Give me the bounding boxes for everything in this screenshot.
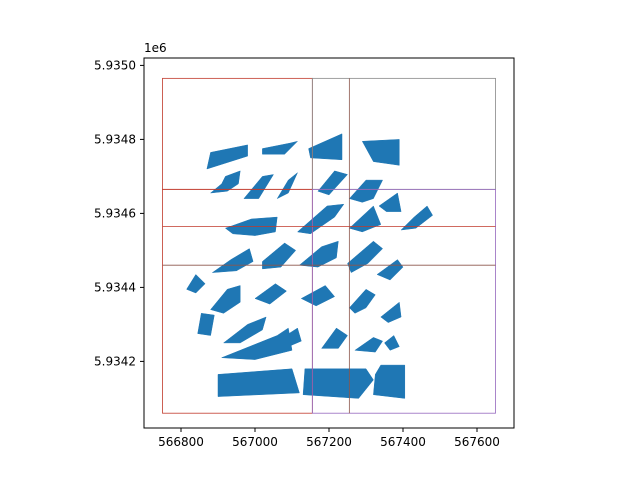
building-22	[254, 283, 287, 305]
building-8	[317, 170, 348, 196]
building-5	[209, 170, 241, 194]
y-tick-label: 5.9344	[94, 280, 136, 294]
building-21	[210, 285, 241, 314]
building-1	[206, 144, 248, 170]
building-29	[221, 327, 293, 360]
building-26	[197, 313, 215, 336]
y-offset-label: 1e6	[144, 41, 167, 55]
building-31	[354, 337, 383, 353]
building-27	[222, 316, 267, 344]
x-axis: 566800 567000 567200 567400 567600	[158, 428, 500, 449]
building-7	[276, 172, 298, 200]
x-tick-label: 567400	[380, 435, 426, 449]
building-16	[262, 242, 297, 270]
building-3	[308, 133, 343, 161]
plot-area	[162, 77, 496, 414]
building-18	[347, 240, 383, 273]
building-23	[300, 285, 335, 307]
y-axis: 5.9342 5.9344 5.9346 5.9348 5.9350	[94, 58, 144, 368]
building-24	[349, 288, 376, 314]
building-17	[298, 240, 339, 268]
building-2	[262, 140, 299, 155]
building-19	[376, 259, 404, 281]
building-6	[243, 174, 275, 199]
building-33	[217, 368, 300, 397]
building-35	[373, 364, 406, 399]
y-tick-label: 5.9348	[94, 132, 136, 146]
building-30	[321, 327, 348, 349]
x-tick-label: 567200	[306, 435, 352, 449]
y-tick-label: 5.9342	[94, 354, 136, 368]
building-4	[361, 139, 400, 166]
building-10	[378, 192, 402, 212]
y-tick-label: 5.9346	[94, 206, 136, 220]
building-14	[400, 205, 433, 231]
building-13	[348, 205, 382, 233]
tile-box-4	[311, 188, 496, 414]
building-15	[211, 248, 254, 273]
x-tick-label: 566800	[158, 435, 204, 449]
x-tick-label: 567600	[454, 435, 500, 449]
x-tick-label: 567000	[232, 435, 278, 449]
building-32	[384, 335, 400, 351]
building-20	[186, 274, 206, 294]
y-tick-label: 5.9350	[94, 58, 136, 72]
building-25	[380, 301, 402, 323]
